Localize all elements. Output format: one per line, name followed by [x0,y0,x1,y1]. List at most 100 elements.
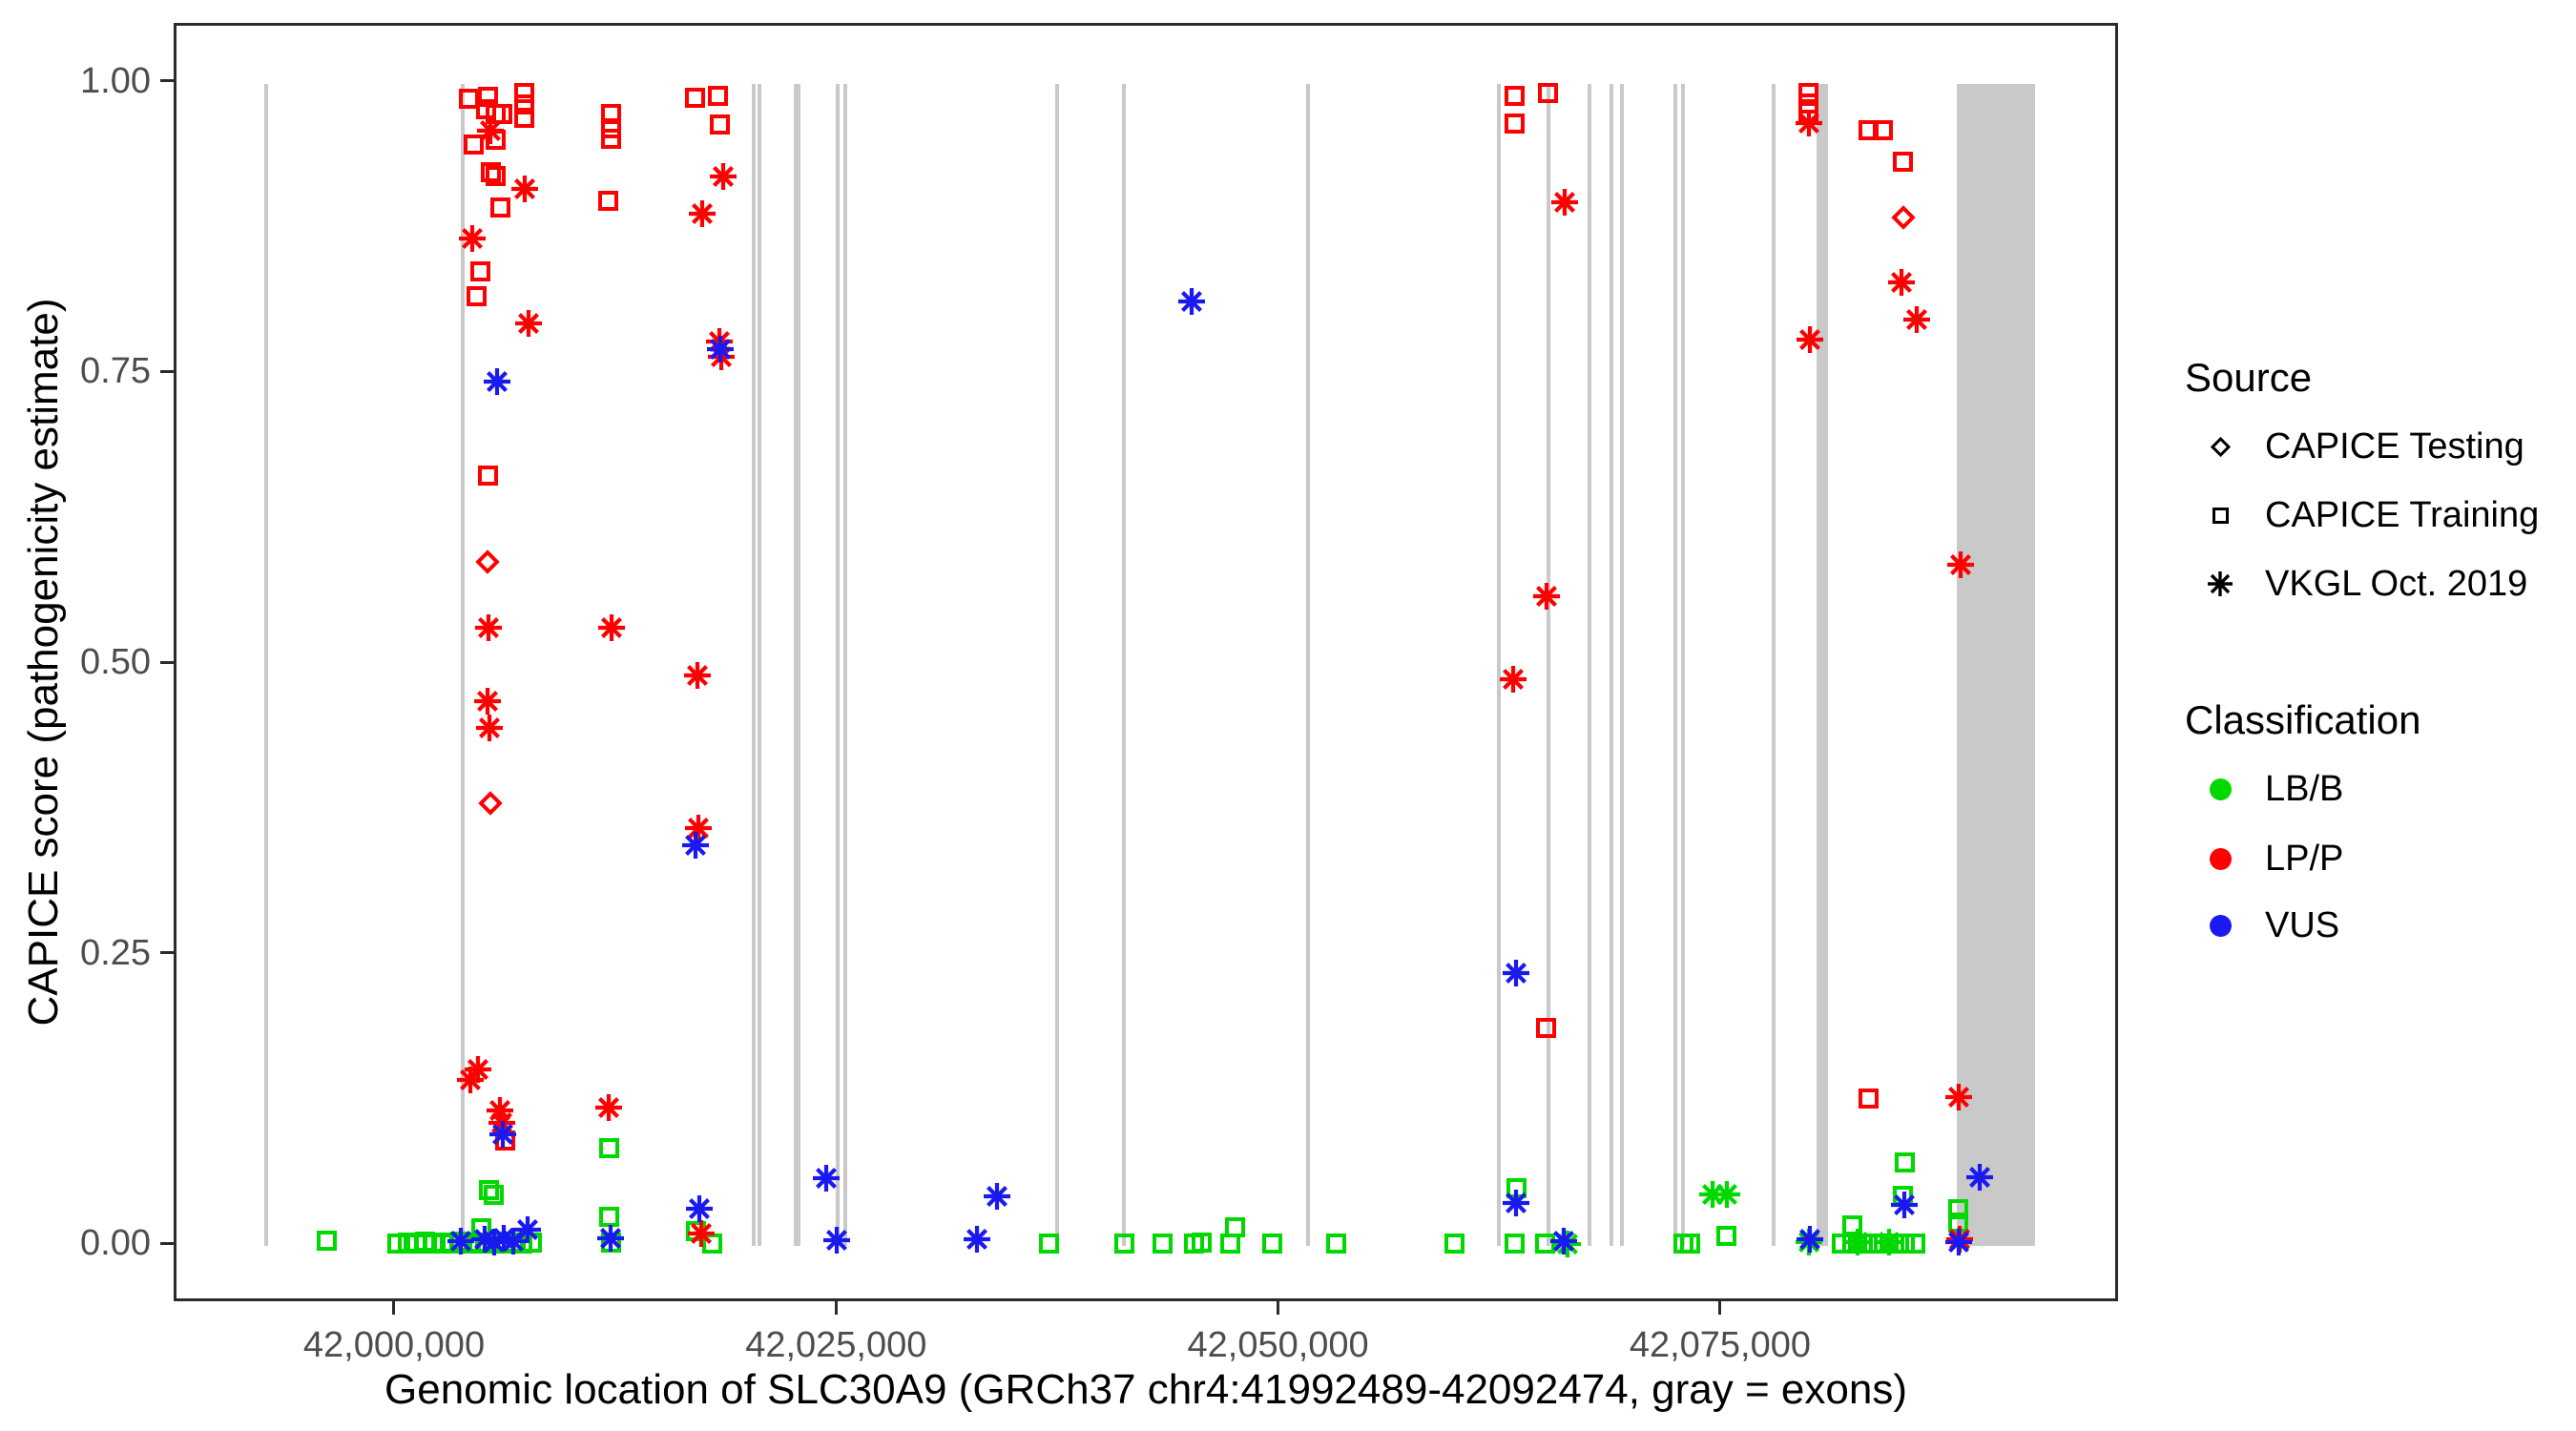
data-point-square [1905,1234,1926,1255]
y-tick-mark [160,369,174,373]
data-point-square [1536,1017,1557,1038]
x-tick-mark [1718,1301,1722,1315]
data-point-square [514,83,535,104]
data-point-asterisk [484,367,511,395]
data-point-asterisk [964,1225,991,1253]
data-point-asterisk [1944,1229,1972,1256]
data-point-asterisk [1797,325,1824,353]
data-point-square [684,88,705,109]
data-point-asterisk [1551,189,1579,217]
x-tick-label: 42,025,000 [745,1325,927,1365]
data-point-square [1505,113,1526,134]
data-point-asterisk [510,175,538,202]
exon-bar [1121,83,1127,1247]
legend-source: Source [2185,355,2312,425]
data-point-square [600,117,621,138]
data-point-square [1535,1234,1556,1255]
exon-bar [794,83,801,1247]
data-point-asterisk [681,831,709,859]
data-point-asterisk [447,1228,474,1255]
data-point-square [1114,1234,1135,1255]
data-point-square [1852,1234,1873,1255]
exon-bar [460,83,465,1247]
data-point-square [489,197,510,218]
data-point-square [1537,83,1558,104]
data-point-square [1948,1198,1969,1219]
data-point-asterisk [488,1121,516,1149]
legend-item-label: VKGL Oct. 2019 [2265,563,2528,604]
exon-bar [1587,83,1592,1247]
data-point-asterisk [1946,551,1974,579]
exon-bar [1680,83,1686,1247]
legend-item-label: LB/B [2265,768,2344,809]
legend-item-vus: VUS [2185,902,2339,948]
exon-bar [1772,83,1776,1247]
data-point-square [600,104,621,125]
exon-bar [1956,83,2035,1247]
data-point-square [1505,1234,1526,1255]
legend-item-lbb: LB/B [2185,766,2343,812]
legend-item-capice-training: CAPICE Training [2185,492,2539,538]
data-point-square [514,94,535,115]
data-point-square [1859,1088,1880,1109]
data-point-square [1038,1234,1059,1255]
data-point-asterisk [1966,1164,1993,1192]
data-point-asterisk [684,661,712,689]
data-point-asterisk [457,1066,485,1093]
data-point-square [598,1138,619,1159]
y-tick-label: 0.00 [80,1223,151,1264]
legend-item-label: CAPICE Testing [2265,425,2524,467]
x-tick-mark [834,1301,838,1315]
exon-bar [1609,83,1613,1247]
data-point-asterisk [1887,269,1915,297]
y-tick-mark [160,951,174,955]
data-point-asterisk [597,614,625,642]
data-point-square [466,286,487,307]
data-point-square [1884,1234,1905,1255]
data-point-asterisk [595,1094,622,1122]
exon-bar [1817,83,1829,1247]
data-point-asterisk [687,1219,715,1247]
plot-panel [174,23,2118,1301]
data-point-asterisk [1500,665,1527,693]
exon-bar [1673,83,1678,1247]
data-point-square [485,165,506,186]
green-dot-icon [2198,767,2242,811]
exon-bar [1497,83,1502,1247]
x-tick-mark [1277,1301,1280,1315]
data-point-diamond [475,549,500,574]
exon-bar [758,83,762,1247]
diamond-icon [2198,425,2242,468]
data-point-square [1892,152,1913,173]
exon-bar [263,83,268,1247]
legend-source-title: Source [2185,355,2313,400]
data-point-asterisk [983,1182,1010,1210]
data-point-asterisk [686,1195,714,1223]
data-point-asterisk [823,1227,851,1254]
data-point-square [597,191,618,212]
data-point-square [600,128,621,149]
data-point-asterisk [1532,583,1560,611]
data-point-asterisk [706,335,734,363]
data-point-square [1153,1234,1174,1255]
data-point-square [1191,1232,1212,1253]
y-tick-label: 0.75 [80,351,151,392]
data-point-diamond [1891,205,1916,230]
data-point-square [702,1234,723,1255]
data-point-square [708,85,729,106]
data-point-asterisk [1891,1192,1919,1219]
data-point-square [1841,1214,1862,1235]
asterisk-icon [2198,562,2242,606]
data-point-square [484,1184,505,1205]
y-tick-mark [160,79,174,83]
square-icon [2198,493,2242,537]
data-point-square [1679,1234,1700,1255]
legend-item-capice-testing: CAPICE Testing [2185,424,2524,469]
legend-classification-title: Classification [2185,697,2421,742]
data-point-square [1895,1234,1916,1255]
data-point-asterisk [499,1228,527,1255]
data-point-square [478,465,499,486]
y-tick-mark [160,1241,174,1245]
data-point-asterisk [474,687,502,715]
data-point-asterisk [515,309,543,337]
